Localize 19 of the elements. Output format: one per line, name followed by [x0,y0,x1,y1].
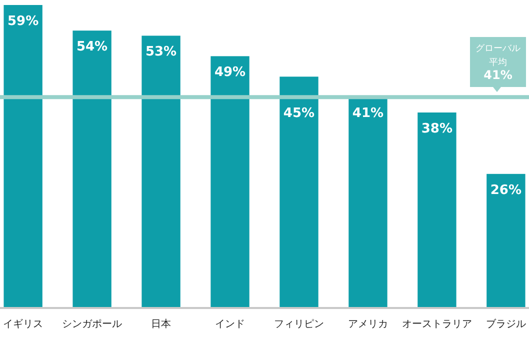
text: グローバル [476,44,520,54]
data-label: 41% [352,106,384,122]
x-tick-label: イギリス [3,318,44,330]
x-tick-label: ブラジル [486,318,526,330]
text: 平均 [489,58,507,68]
data-label: 54% [76,40,108,55]
data-label: 59% [8,14,39,29]
x-tick-label: インド [215,319,246,330]
data-label: 49% [214,65,246,80]
x-tick-label: アメリカ [348,319,388,330]
x-tick-label: 日本 [151,318,172,330]
data-label: 45% [283,106,315,122]
data-label: 38% [421,121,453,136]
text: 41% [484,68,512,82]
data-label: 53% [145,44,177,60]
x-tick-label: オーストラリア [402,319,472,330]
x-tick-label: フィリピン [274,319,324,330]
x-tick-label: シンガポール [62,319,122,330]
data-label: 26% [490,182,522,198]
